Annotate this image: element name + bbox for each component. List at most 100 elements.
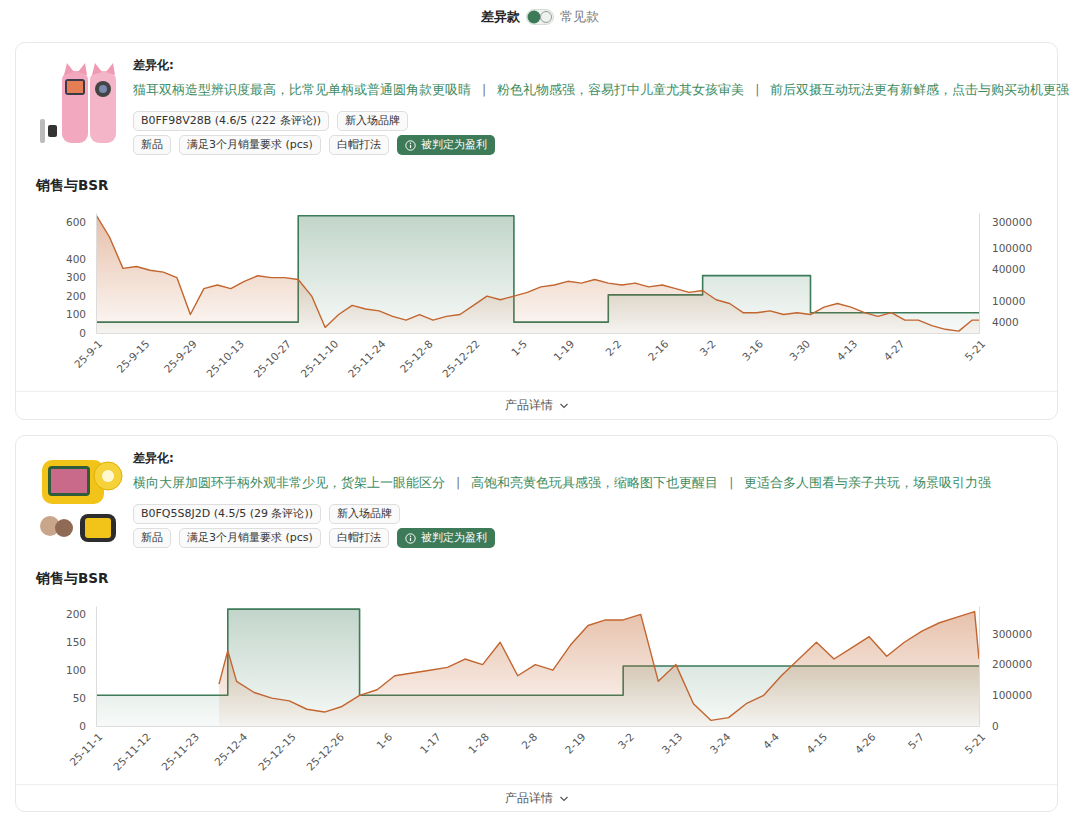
- chart: 050100150200010000020000030000025-11-125…: [16, 596, 1057, 782]
- tick: 0: [79, 327, 96, 339]
- icon-shape: [410, 535, 411, 536]
- axis-line: [97, 726, 980, 727]
- tick-label: 25-12-26: [304, 730, 346, 772]
- badge: 被判定为盈利: [397, 528, 495, 548]
- icon-shape: [410, 537, 411, 540]
- tick-label: 200: [66, 290, 86, 302]
- tick-label: 200000: [992, 658, 1032, 670]
- tick: 25-11-1: [67, 726, 104, 768]
- tick-label: 1-17: [417, 731, 442, 756]
- tick-label: 200: [66, 608, 86, 620]
- tick: 0: [979, 720, 999, 732]
- details-toggle[interactable]: 产品详情: [16, 398, 1057, 413]
- tick-label: 25-12-8: [397, 338, 434, 375]
- product-shape: [92, 63, 115, 75]
- tick: 50: [73, 692, 96, 704]
- tag-row: B0FF98V28B (4.6/5 (222 条评论))新入场品牌: [133, 111, 408, 131]
- switch-option[interactable]: 差异款: [481, 8, 520, 26]
- details-toggle[interactable]: 产品详情: [16, 791, 1057, 806]
- product-shape: [67, 81, 83, 93]
- tick-label: 150: [66, 636, 86, 648]
- x-axis: 25-9-1 25-9-15 25-9-2925-10-1325-10-27 25-1…: [72, 333, 988, 380]
- tick-label: 100000: [992, 689, 1032, 701]
- tick: 3-13: [659, 726, 684, 756]
- tick: 5-21: [962, 333, 987, 363]
- switch-toggle[interactable]: [526, 9, 554, 25]
- tick: 3-24: [707, 726, 733, 756]
- tick-label: 25-10-13: [204, 338, 246, 380]
- sales-area: [96, 215, 979, 333]
- tick: 4-15: [804, 726, 829, 756]
- product-card: 差异化:猫耳双柄造型辨识度最高，比常见单柄或普通圆角款更吸睛|粉色礼物感强，容易…: [15, 42, 1058, 420]
- y2-axis: 40001000040000100000300000: [979, 214, 1032, 334]
- tick-label: 25-12-22: [440, 338, 482, 380]
- product-shape: [102, 470, 114, 482]
- tick: 1-19: [551, 333, 576, 363]
- tick-label: 3-2: [697, 338, 718, 359]
- product-shape: [80, 514, 116, 542]
- diff-item: 更适合多人围看与亲子共玩，场景吸引力强: [744, 475, 991, 490]
- tick-label: 3-24: [707, 730, 733, 756]
- tick-label: 100: [66, 308, 86, 320]
- chart: 0100200300400600400010000400001000003000…: [16, 203, 1057, 389]
- tag: 满足3个月销量要求 (pcs): [179, 135, 321, 155]
- plot-area: [96, 215, 979, 333]
- product-shape: [40, 119, 45, 143]
- product-shape: [99, 85, 107, 93]
- chevron[interactable]: [559, 402, 569, 410]
- tick-label: 3-16: [740, 337, 766, 363]
- tick: 300: [66, 271, 96, 283]
- tick-label: 25-11-24: [345, 337, 387, 379]
- tick-label: 300: [66, 271, 86, 283]
- tick: 25-11-24: [345, 333, 387, 380]
- tick-label: 5-21: [962, 338, 987, 363]
- diff-item: 横向大屏加圆环手柄外观非常少见，货架上一眼能区分: [133, 475, 445, 490]
- tick-label: 5-7: [905, 731, 926, 752]
- product-shape: [65, 79, 85, 95]
- tag: B0FQ5S8J2D (4.5/5 (29 条评论)): [133, 504, 321, 524]
- tick: 25-9-1: [72, 333, 105, 370]
- tick-label: 25-9-15: [114, 338, 151, 375]
- chevron-shape: [560, 797, 567, 801]
- separator: |: [482, 82, 486, 97]
- tick: 25-10-27: [251, 333, 293, 380]
- tick-label: 10000: [992, 295, 1025, 307]
- tick-label: 25-12-15: [256, 731, 298, 773]
- tick-label: 25-10-27: [251, 338, 293, 380]
- icon-shape: [406, 140, 415, 149]
- chevron[interactable]: [559, 795, 569, 803]
- tick: 4000: [979, 316, 1019, 328]
- tick-label: 3-30: [787, 338, 812, 363]
- tick-label: 400: [66, 253, 86, 265]
- tag-row: 新品满足3个月销量要求 (pcs)白帽打法被判定为盈利: [133, 528, 495, 548]
- details-label[interactable]: 产品详情: [505, 398, 553, 413]
- tick: 25-12-8: [397, 333, 434, 375]
- product-shape: [95, 81, 111, 97]
- diff-item: 前后双摄互动玩法更有新鲜感，点击与购买动机更强: [770, 82, 1069, 97]
- badge: 被判定为盈利: [397, 135, 495, 155]
- tick: 200: [66, 290, 96, 302]
- tick: 5-7: [905, 726, 926, 751]
- tag: 满足3个月销量要求 (pcs): [179, 528, 321, 548]
- details-label[interactable]: 产品详情: [505, 791, 553, 806]
- tick-label: 100: [66, 664, 86, 676]
- tick: 3-2: [615, 726, 636, 751]
- axis-line: [979, 607, 980, 727]
- axis-line: [979, 214, 980, 334]
- product-card: 差异化:横向大屏加圆环手柄外观非常少见，货架上一眼能区分|高饱和亮黄色玩具感强，…: [15, 435, 1058, 812]
- tick: 25-9-29: [161, 333, 198, 375]
- switch-option[interactable]: 常见款: [560, 8, 599, 26]
- tick-label: 1-28: [466, 731, 491, 756]
- tick-label: 25-11-23: [159, 731, 201, 773]
- diff-item: 粉色礼物感强，容易打中儿童尤其女孩审美: [497, 82, 744, 97]
- tick-label: 2-19: [562, 731, 587, 756]
- y2-axis: 0100000200000300000: [979, 607, 1032, 732]
- tick: 4-4: [760, 726, 781, 751]
- tick-label: 25-12-4: [212, 730, 250, 768]
- icon-shape: [406, 533, 415, 542]
- x-axis: 25-11-125-11-1225-11-23 25-12-425-12-1525…: [67, 726, 987, 773]
- tick: 25-11-12: [111, 726, 153, 773]
- badge-text: 被判定为盈利: [421, 137, 487, 153]
- tag-row: B0FQ5S8J2D (4.5/5 (29 条评论))新入场品牌: [133, 504, 400, 524]
- tag: 白帽打法: [329, 135, 389, 155]
